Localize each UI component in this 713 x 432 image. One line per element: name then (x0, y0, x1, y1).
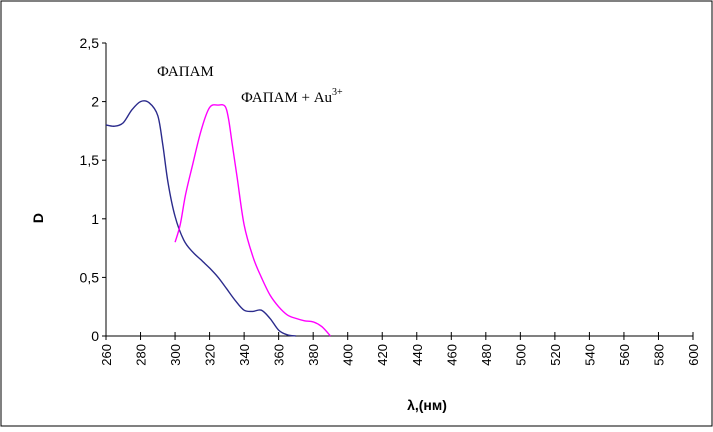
x-tick-label: 420 (375, 344, 390, 366)
x-tick-label: 380 (306, 344, 321, 366)
x-tick-label: 280 (134, 344, 149, 366)
x-tick-label: 440 (410, 344, 425, 366)
y-tick-label: 1,5 (80, 152, 100, 168)
x-axis-title: λ,(нм) (407, 397, 447, 413)
series-line-2 (174, 104, 331, 337)
x-tick-label: 360 (272, 344, 287, 366)
series-label-fapam: ФАПАМ (157, 64, 214, 80)
x-tick-label: 500 (513, 344, 528, 366)
x-tick-label: 340 (237, 344, 252, 366)
x-tick-label: 260 (99, 344, 114, 366)
y-tick-label: 2 (91, 94, 99, 110)
series-label-fapam-au-main: ФАПАМ + Au (241, 90, 333, 106)
y-tick-label: 2,5 (80, 35, 100, 51)
x-tick-label: 560 (617, 344, 632, 366)
series-group (105, 100, 331, 337)
y-axis-title: D (30, 213, 46, 223)
x-tick-label: 520 (548, 344, 563, 366)
x-tick-label: 580 (651, 344, 666, 366)
x-tick-label: 600 (686, 344, 701, 366)
x-tick-label: 320 (203, 344, 218, 366)
x-tick-label: 400 (341, 344, 356, 366)
series-label-fapam-au-sup: 3+ (332, 87, 343, 98)
x-tick-label: 300 (168, 344, 183, 366)
series-line-1 (105, 100, 296, 337)
y-tick-label: 0 (91, 328, 99, 344)
y-ticks-group: 0 0,5 1 1,5 2 2,5 (80, 35, 106, 344)
axes-group (105, 43, 693, 337)
x-tick-label: 480 (479, 344, 494, 366)
x-ticks-group: 260 280 300 320 340 360 380 400 420 440 460 480 500 5… (99, 332, 701, 366)
x-tick-label: 540 (582, 344, 597, 366)
series-label-fapam-au: ФАПАМ + Au3+ (241, 87, 343, 106)
y-tick-label: 0,5 (80, 269, 100, 285)
x-tick-label: 460 (444, 344, 459, 366)
y-tick-label: 1 (91, 211, 99, 227)
